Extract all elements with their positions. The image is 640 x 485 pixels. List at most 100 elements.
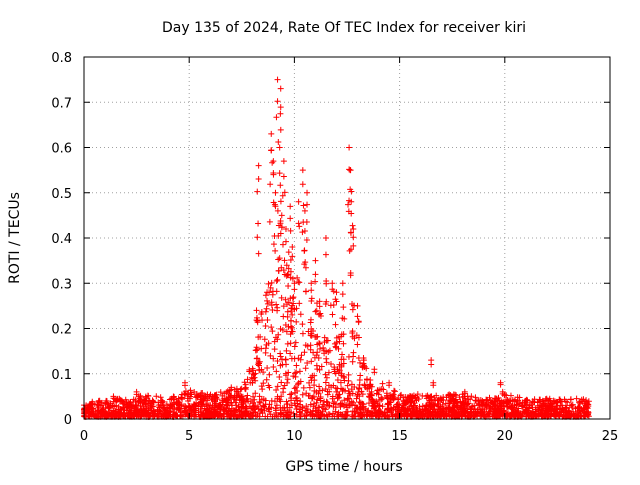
data-point xyxy=(322,406,329,413)
data-point xyxy=(497,381,504,388)
data-point xyxy=(337,403,344,410)
data-point xyxy=(110,395,117,402)
data-point xyxy=(293,406,300,413)
data-point xyxy=(387,399,394,406)
data-point xyxy=(150,399,157,406)
data-point xyxy=(274,98,281,105)
data-point xyxy=(289,253,296,260)
data-point xyxy=(272,203,279,210)
data-point xyxy=(301,227,308,234)
data-point xyxy=(264,317,271,324)
data-point xyxy=(287,350,294,357)
data-point xyxy=(302,288,309,295)
data-point xyxy=(372,406,379,413)
data-point xyxy=(335,394,342,401)
data-point xyxy=(252,347,259,354)
data-point xyxy=(340,304,347,311)
data-point xyxy=(268,397,275,404)
data-point xyxy=(273,277,280,284)
data-point xyxy=(100,413,107,420)
data-point xyxy=(291,280,298,287)
data-point xyxy=(308,330,315,337)
data-point xyxy=(302,365,309,372)
data-point xyxy=(262,323,269,330)
data-point xyxy=(300,384,307,391)
data-point xyxy=(345,377,352,384)
data-point xyxy=(287,340,294,347)
data-point xyxy=(324,337,331,344)
data-point xyxy=(277,126,284,133)
data-point xyxy=(296,279,303,286)
data-point xyxy=(184,391,191,398)
data-point xyxy=(542,403,549,410)
data-point xyxy=(111,403,118,410)
data-point xyxy=(569,401,576,408)
data-point xyxy=(293,362,300,369)
data-point xyxy=(307,346,314,353)
data-point xyxy=(170,394,177,401)
data-point xyxy=(236,397,243,404)
data-point xyxy=(346,166,353,173)
data-point xyxy=(464,401,471,408)
data-point xyxy=(249,370,256,377)
data-point xyxy=(224,397,231,404)
data-point xyxy=(203,406,210,413)
data-point xyxy=(357,412,364,419)
data-point xyxy=(282,296,289,303)
data-point xyxy=(285,249,292,256)
data-point xyxy=(278,410,285,417)
data-point xyxy=(422,406,429,413)
data-point xyxy=(553,403,560,410)
data-point xyxy=(461,390,468,397)
data-point xyxy=(327,302,334,309)
data-point xyxy=(254,234,261,241)
data-point xyxy=(276,255,283,262)
data-point xyxy=(292,389,299,396)
data-point xyxy=(175,395,182,402)
data-point xyxy=(292,373,299,380)
data-point xyxy=(291,343,298,350)
data-point xyxy=(306,384,313,391)
data-point xyxy=(381,409,388,416)
data-point xyxy=(198,390,205,397)
data-point xyxy=(340,356,347,363)
data-point xyxy=(325,369,332,376)
data-point xyxy=(348,246,355,253)
data-point xyxy=(379,395,386,402)
data-point xyxy=(336,338,343,345)
data-point xyxy=(344,395,351,402)
data-point xyxy=(253,344,260,351)
data-point xyxy=(414,407,421,414)
data-point xyxy=(351,384,358,391)
data-point xyxy=(163,401,170,408)
data-point xyxy=(445,408,452,415)
data-point xyxy=(344,382,351,389)
data-point xyxy=(296,223,303,230)
data-point xyxy=(323,355,330,362)
data-point xyxy=(345,201,352,208)
data-point xyxy=(249,399,256,406)
data-point xyxy=(455,413,462,420)
data-point xyxy=(264,413,271,420)
data-point xyxy=(136,395,143,402)
data-point xyxy=(283,262,290,269)
data-point xyxy=(274,207,281,214)
data-point xyxy=(278,356,285,363)
data-point xyxy=(277,110,284,117)
data-point xyxy=(277,230,284,237)
data-point xyxy=(322,371,329,378)
data-point xyxy=(349,306,356,313)
data-point xyxy=(255,250,262,257)
data-point xyxy=(294,274,301,281)
data-point xyxy=(276,374,283,381)
data-point xyxy=(153,393,160,400)
data-point xyxy=(338,385,345,392)
data-point xyxy=(279,241,286,248)
data-point xyxy=(583,397,590,404)
data-point xyxy=(346,390,353,397)
data-point xyxy=(265,340,272,347)
data-point xyxy=(200,409,207,416)
data-point xyxy=(573,395,580,402)
data-point xyxy=(283,361,290,368)
data-point xyxy=(256,393,263,400)
